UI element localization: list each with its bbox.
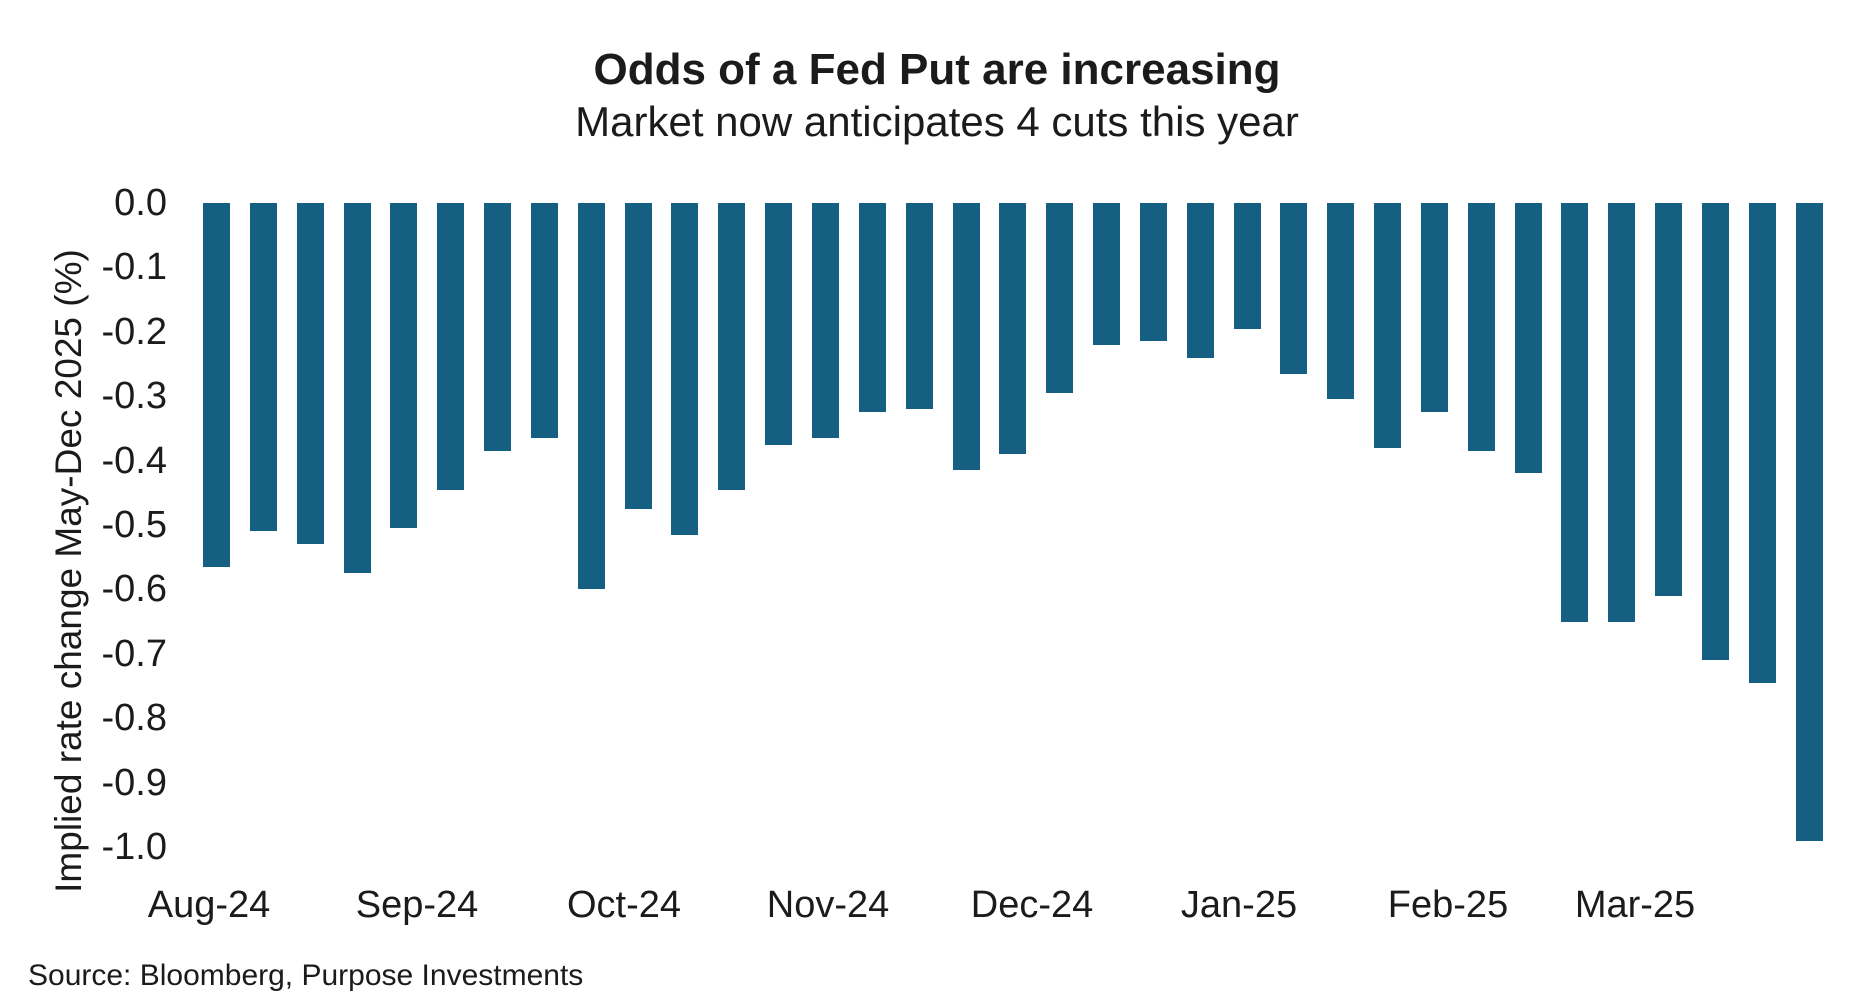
bar — [1280, 203, 1308, 374]
bar — [765, 203, 793, 445]
y-tick-label: -0.2 — [101, 310, 167, 353]
x-tick-label: Jan-25 — [1180, 884, 1298, 926]
y-tick-label: -0.3 — [101, 375, 167, 418]
bar — [1655, 203, 1683, 596]
y-tick-label: -0.8 — [101, 697, 167, 740]
y-tick-label: -0.1 — [101, 246, 167, 289]
bar — [530, 203, 558, 438]
bar — [343, 203, 371, 573]
y-tick-label: 0.0 — [114, 182, 167, 224]
y-tick-label: -0.6 — [101, 568, 167, 611]
bar — [1046, 203, 1074, 393]
x-tick-label: Sep-24 — [355, 884, 479, 926]
bar — [999, 203, 1027, 454]
bar — [296, 203, 324, 544]
bar — [905, 203, 933, 409]
bar — [249, 203, 277, 531]
x-tick-label: Oct-24 — [566, 884, 682, 926]
x-tick-label: Aug-24 — [147, 884, 271, 926]
bar — [1702, 203, 1729, 660]
y-tick-label: -0.9 — [101, 761, 167, 804]
bar — [1608, 203, 1636, 622]
chart-subtitle: Market now anticipates 4 cuts this year — [575, 97, 1299, 145]
y-tick-label: -1.0 — [101, 826, 167, 868]
bar — [1233, 203, 1261, 329]
bar — [484, 203, 512, 451]
bar — [203, 203, 230, 567]
bar — [858, 203, 886, 412]
x-tick-label: Nov-24 — [766, 884, 890, 926]
bar — [1374, 203, 1402, 448]
bar-series — [203, 203, 1823, 848]
x-tick-label: Dec-24 — [970, 884, 1094, 926]
bar — [437, 203, 465, 490]
y-tick-label: -0.5 — [101, 504, 167, 546]
bar — [624, 203, 652, 509]
title-block: Odds of a Fed Put are increasing Market … — [0, 44, 1874, 147]
x-tick-label: Feb-25 — [1387, 884, 1509, 926]
y-tick-label: -0.7 — [101, 632, 167, 675]
source-note: Source: Bloomberg, Purpose Investments — [28, 959, 584, 992]
bar — [1795, 203, 1823, 841]
bar — [1327, 203, 1355, 399]
bar — [1093, 203, 1121, 345]
bar — [1514, 203, 1542, 473]
bar — [577, 203, 605, 589]
bar — [811, 203, 839, 438]
chart-title: Odds of a Fed Put are increasing — [593, 45, 1281, 94]
bar — [1420, 203, 1448, 412]
bar — [952, 203, 980, 470]
bar — [390, 203, 418, 528]
bar — [1748, 203, 1776, 683]
y-tick-label: -0.4 — [101, 439, 167, 482]
bar — [1467, 203, 1495, 451]
bar — [718, 203, 746, 490]
bar — [1139, 203, 1167, 341]
bar — [1186, 203, 1214, 358]
bar — [671, 203, 699, 535]
bar — [1561, 203, 1589, 622]
x-tick-label: Mar-25 — [1574, 884, 1696, 926]
